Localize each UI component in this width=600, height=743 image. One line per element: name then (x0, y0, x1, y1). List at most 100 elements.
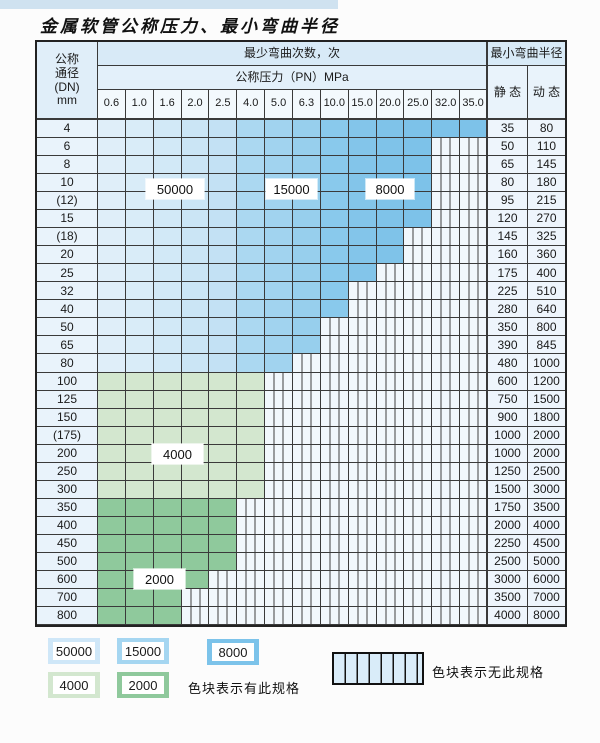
no-spec-cell (404, 480, 433, 499)
no-spec-cell (460, 246, 488, 265)
no-spec-cell (404, 408, 433, 427)
no-spec-cell (404, 426, 433, 445)
no-spec-cell (320, 354, 349, 373)
spec-cell (153, 264, 182, 283)
spec-cell (265, 120, 293, 139)
static-radius-cell: 80 (488, 174, 528, 193)
no-spec-cell (404, 498, 433, 517)
dn-header-cell: 公称 通径 (DN) mm (37, 42, 98, 120)
spec-cell (209, 120, 238, 139)
no-spec-cell (320, 498, 349, 517)
spec-cell (98, 246, 126, 265)
spec-cell (125, 444, 154, 463)
spec-cell (209, 408, 238, 427)
spec-cell (320, 300, 349, 319)
spec-cell (98, 210, 126, 229)
static-radius-cell: 145 (488, 228, 528, 247)
no-spec-cell (460, 282, 488, 301)
dn-cell: 450 (37, 534, 98, 553)
static-radius-cell: 900 (488, 408, 528, 427)
spec-cell (125, 462, 154, 481)
spec-cell (181, 354, 210, 373)
no-spec-cell (404, 570, 433, 589)
spec-cell (320, 246, 349, 265)
no-spec-cell (404, 534, 433, 553)
min-radius-header: 最小弯曲半径 (488, 42, 565, 66)
spec-cell (209, 300, 238, 319)
dynamic-radius-cell: 2000 (528, 444, 565, 463)
no-spec-cell (376, 462, 405, 481)
no-spec-cell (293, 606, 321, 625)
spec-cell (237, 462, 266, 481)
spec-cell (265, 138, 293, 157)
dn-cell: 100 (37, 372, 98, 391)
dn-header-line4: mm (57, 93, 77, 108)
no-spec-cell (376, 300, 405, 319)
no-spec-cell (320, 534, 349, 553)
dn-cell: 250 (37, 462, 98, 481)
static-radius-cell: 1750 (488, 498, 528, 517)
dynamic-radius-cell: 5000 (528, 552, 565, 571)
no-spec-cell (460, 426, 488, 445)
no-spec-cell (376, 516, 405, 535)
no-spec-cell (348, 390, 377, 409)
spec-cell (125, 210, 154, 229)
spec-cell (181, 552, 210, 571)
dynamic-radius-cell: 3500 (528, 498, 565, 517)
no-spec-cell (460, 318, 488, 337)
cycle-label-50000: 50000 (146, 179, 204, 199)
legend-label-50000: 50000 (53, 642, 95, 660)
spec-cell (125, 300, 154, 319)
spec-cell (181, 372, 210, 391)
spec-cell (209, 336, 238, 355)
no-spec-cell (376, 588, 405, 607)
no-spec-cell (348, 354, 377, 373)
no-spec-cell (432, 444, 461, 463)
pressure-col-header: 1.6 (153, 90, 182, 120)
no-spec-cell (432, 300, 461, 319)
no-spec-cell (432, 426, 461, 445)
pressure-col-header: 5.0 (265, 90, 293, 120)
no-spec-cell (320, 516, 349, 535)
no-spec-cell (320, 318, 349, 337)
spec-cell (181, 390, 210, 409)
dynamic-header: 动 态 (528, 66, 565, 120)
no-spec-cell (432, 588, 461, 607)
no-spec-cell (320, 336, 349, 355)
spec-cell (181, 462, 210, 481)
static-radius-cell: 390 (488, 336, 528, 355)
dn-cell: 6 (37, 138, 98, 157)
no-spec-cell (460, 606, 488, 625)
no-spec-cell (460, 336, 488, 355)
spec-cell (348, 156, 377, 175)
no-spec-cell (404, 282, 433, 301)
spec-cell (209, 462, 238, 481)
spec-cell (98, 174, 126, 193)
no-spec-cell (432, 354, 461, 373)
spec-cell (460, 120, 488, 139)
static-radius-cell: 750 (488, 390, 528, 409)
dn-cell: 32 (37, 282, 98, 301)
spec-cell (98, 282, 126, 301)
dynamic-radius-cell: 2000 (528, 426, 565, 445)
pressure-col-header: 1.0 (125, 90, 154, 120)
spec-cell (181, 318, 210, 337)
spec-cell (98, 408, 126, 427)
spec-cell (209, 174, 238, 193)
no-spec-cell (432, 264, 461, 283)
spec-cell (209, 264, 238, 283)
legend-swatch-15000: 15000 (117, 638, 169, 664)
spec-cell (265, 318, 293, 337)
dynamic-radius-cell: 6000 (528, 570, 565, 589)
spec-cell (153, 318, 182, 337)
legend-no-spec-text: 色块表示无此规格 (432, 665, 545, 680)
no-spec-cell (320, 570, 349, 589)
spec-cell (209, 372, 238, 391)
no-spec-cell (432, 516, 461, 535)
spec-cell (153, 588, 182, 607)
no-spec-cell (265, 606, 293, 625)
dynamic-radius-cell: 4500 (528, 534, 565, 553)
spec-cell (125, 246, 154, 265)
spec-cell (125, 264, 154, 283)
spec-cell (153, 498, 182, 517)
